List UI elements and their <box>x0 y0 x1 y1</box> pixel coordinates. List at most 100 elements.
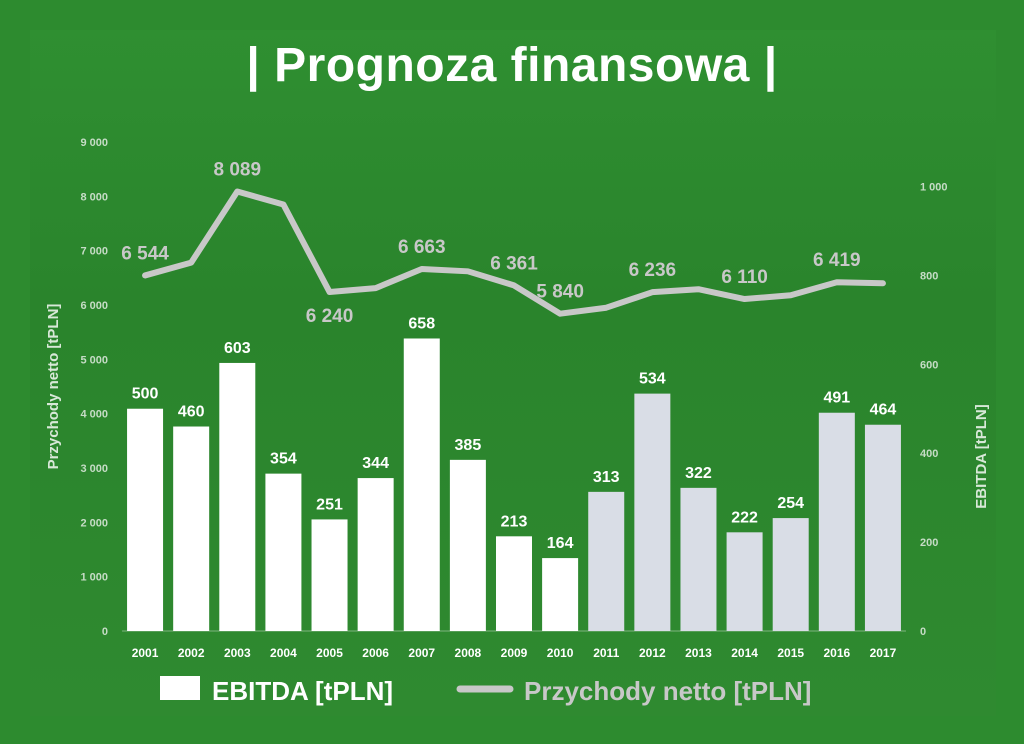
x-tick-label: 2006 <box>362 646 389 660</box>
bar-data-label: 658 <box>408 315 435 332</box>
x-tick-label: 2017 <box>870 646 897 660</box>
x-tick-label: 2003 <box>224 646 251 660</box>
y-right-axis-title: EBITDA [tPLN] <box>973 404 990 508</box>
legend-swatch-ebitda <box>160 676 200 700</box>
bar-data-label: 344 <box>362 455 389 472</box>
line-data-label: 5 840 <box>536 282 584 303</box>
x-tick-label: 2011 <box>593 646 619 660</box>
y-left-axis-title: Przychody netto [tPLN] <box>45 304 62 470</box>
line-data-label: 6 361 <box>490 253 538 274</box>
line-point <box>788 293 793 298</box>
y-right-tick-label: 800 <box>920 270 938 282</box>
y-left-tick-label: 6 000 <box>80 300 108 312</box>
x-tick-label: 2009 <box>501 646 528 660</box>
bar-data-label: 222 <box>731 509 758 526</box>
y-right-tick-label: 1 000 <box>920 181 948 193</box>
y-left-tick-label: 8 000 <box>80 191 108 203</box>
y-left-tick-label: 1 000 <box>80 572 108 584</box>
x-tick-label: 2010 <box>547 646 574 660</box>
bar-data-label: 534 <box>639 371 666 388</box>
x-tick-label: 2005 <box>316 646 343 660</box>
bar-data-label: 164 <box>547 535 574 552</box>
line-data-label: 6 236 <box>629 260 677 281</box>
line-data-label: 6 544 <box>121 243 169 264</box>
x-tick-label: 2007 <box>408 646 435 660</box>
chart-title: | Prognoza finansowa | <box>246 39 778 92</box>
line-point <box>235 189 240 194</box>
bar-ebitda <box>726 532 763 631</box>
bar-ebitda <box>173 426 210 631</box>
x-tick-label: 2012 <box>639 646 666 660</box>
bar-ebitda <box>219 362 256 631</box>
bar-data-label: 322 <box>685 465 712 482</box>
legend-label-ebitda: EBITDA [tPLN] <box>212 676 393 706</box>
x-tick-label: 2016 <box>823 646 850 660</box>
line-data-label: 6 110 <box>721 267 768 288</box>
bar-ebitda <box>772 518 809 631</box>
x-tick-label: 2004 <box>270 646 297 660</box>
y-right-tick-label: 400 <box>920 448 938 460</box>
y-right-tick-label: 200 <box>920 537 938 549</box>
bar-data-label: 491 <box>823 390 850 407</box>
y-left-tick-label: 9 000 <box>80 137 108 149</box>
bar-ebitda <box>357 478 394 631</box>
line-point <box>880 281 885 286</box>
line-data-label: 8 089 <box>214 159 262 180</box>
line-point <box>419 266 424 271</box>
y-left-tick-label: 2 000 <box>80 517 108 529</box>
y-left-tick-label: 4 000 <box>80 409 108 421</box>
bar-data-label: 464 <box>870 402 897 419</box>
y-left-tick-label: 0 <box>102 626 108 638</box>
bar-data-label: 354 <box>270 451 297 468</box>
line-point <box>281 202 286 207</box>
bar-data-label: 313 <box>593 469 620 486</box>
line-point <box>143 273 148 278</box>
bar-data-label: 254 <box>777 495 804 512</box>
y-left-tick-label: 7 000 <box>80 246 108 258</box>
line-point <box>327 289 332 294</box>
line-point <box>373 286 378 291</box>
y-right-tick-label: 0 <box>920 626 926 638</box>
bar-ebitda <box>680 487 717 631</box>
bar-ebitda <box>311 519 348 631</box>
line-point <box>696 287 701 292</box>
line-point <box>558 311 563 316</box>
line-data-label: 6 663 <box>398 237 446 258</box>
bar-ebitda <box>818 412 855 631</box>
bar-data-label: 603 <box>224 340 251 357</box>
line-point <box>650 290 655 295</box>
line-point <box>189 260 194 265</box>
bar-ebitda <box>634 393 671 631</box>
bar-data-label: 213 <box>501 513 528 530</box>
bar-ebitda <box>449 459 486 631</box>
bar-ebitda <box>496 536 532 631</box>
bar-data-label: 251 <box>316 496 343 513</box>
x-tick-label: 2008 <box>455 646 482 660</box>
line-point <box>512 283 516 288</box>
bar-ebitda <box>403 338 440 631</box>
bar-ebitda <box>542 558 579 631</box>
line-point <box>742 297 747 302</box>
y-left-tick-label: 3 000 <box>80 463 108 475</box>
x-tick-label: 2001 <box>132 646 159 660</box>
bar-data-label: 500 <box>132 386 159 403</box>
bar-data-label: 385 <box>455 437 482 454</box>
y-left-tick-label: 5 000 <box>80 354 108 366</box>
bar-data-label: 460 <box>178 404 205 421</box>
legend-label-przychody: Przychody netto [tPLN] <box>524 676 811 706</box>
bar-ebitda <box>588 491 625 631</box>
line-point <box>834 280 839 285</box>
bar-ebitda <box>265 473 302 631</box>
line-data-label: 6 419 <box>813 250 861 271</box>
x-tick-label: 2013 <box>685 646 712 660</box>
line-data-label: 6 240 <box>306 306 354 327</box>
x-tick-label: 2002 <box>178 646 205 660</box>
x-tick-label: 2015 <box>777 646 804 660</box>
x-tick-label: 2014 <box>731 646 758 660</box>
bar-ebitda <box>864 424 901 631</box>
bar-ebitda <box>127 408 164 631</box>
y-right-tick-label: 600 <box>920 359 938 371</box>
line-point <box>604 305 609 310</box>
